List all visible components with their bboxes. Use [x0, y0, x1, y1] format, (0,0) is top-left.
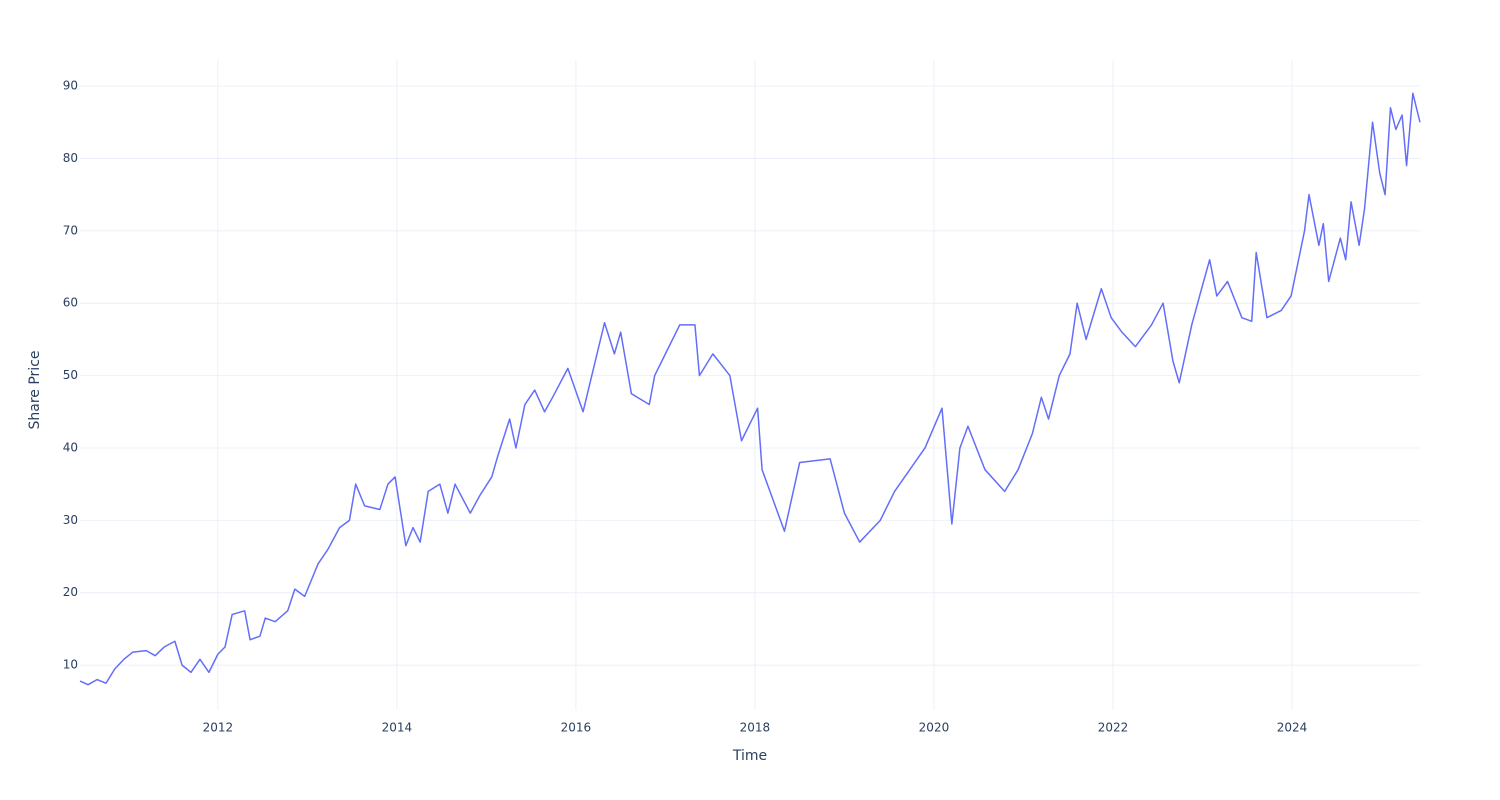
y-tick-label: 70 [63, 223, 78, 237]
x-tick-label: 2018 [740, 721, 771, 735]
x-tick-label: 2016 [561, 721, 592, 735]
y-tick-label: 50 [63, 368, 78, 382]
line [79, 92, 1421, 686]
x-tick-label: 2020 [919, 721, 950, 735]
x-tick-label: 2024 [1277, 721, 1308, 735]
y-tick-label: 60 [63, 296, 78, 310]
x-tick-label: 2022 [1098, 721, 1129, 735]
y-tick-label: 10 [63, 658, 78, 672]
y-tick-label: 20 [63, 585, 78, 599]
y-tick-label: 90 [63, 79, 78, 93]
x-tick-label: 2012 [203, 721, 234, 735]
x-tick-label: 2014 [382, 721, 413, 735]
x-axis-label: Time [732, 748, 767, 764]
y-tick-label: 30 [63, 513, 78, 527]
y-tick-label: 40 [63, 440, 78, 454]
y-tick-label: 80 [63, 151, 78, 165]
y-axis-label: Share Price [27, 350, 43, 429]
